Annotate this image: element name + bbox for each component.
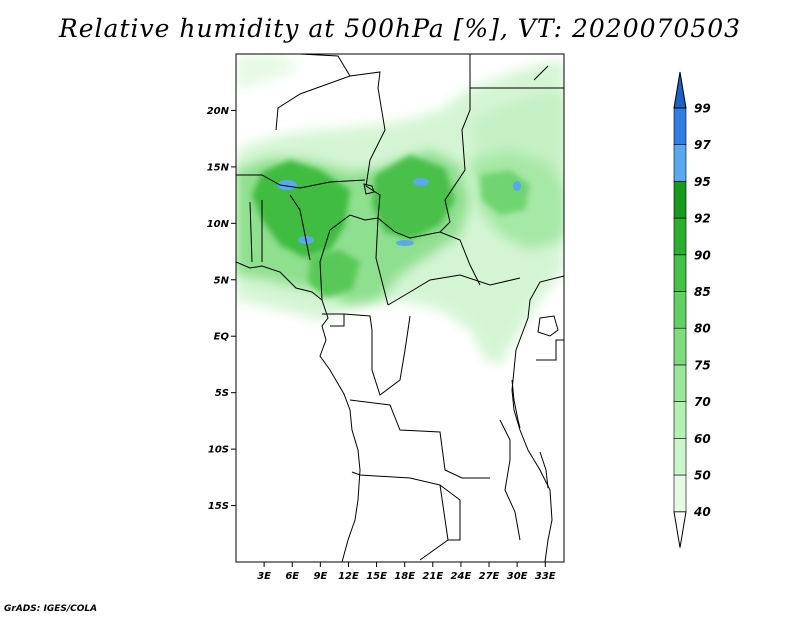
border xyxy=(322,313,345,327)
colorbar-box xyxy=(673,291,687,329)
colorbar-lower-triangle xyxy=(673,511,687,548)
lat-tick-label: 5S xyxy=(215,388,229,399)
colorbar: 40 50 60 70 75 80 85 90 92 95 97 99 xyxy=(673,71,711,548)
lake-tanganyika xyxy=(511,379,521,429)
lake-chad xyxy=(363,183,375,195)
colorbar-box xyxy=(673,254,687,292)
colorbar-box xyxy=(673,181,687,219)
border xyxy=(536,339,564,361)
humidity-peak xyxy=(513,181,521,191)
humidity-peak xyxy=(396,240,414,246)
lon-tick-label: 27E xyxy=(479,571,500,582)
lon-tick-label: 18E xyxy=(394,571,415,582)
lake-malawi xyxy=(539,451,549,489)
colorbar-label: 50 xyxy=(694,469,711,483)
lon-tick-label: 30E xyxy=(507,571,528,582)
border xyxy=(289,194,311,261)
colorbar-box xyxy=(673,364,687,402)
colorbar-box xyxy=(673,474,687,513)
border xyxy=(419,484,461,561)
colorbar-label: 97 xyxy=(694,138,711,152)
humidity-peak xyxy=(413,178,429,186)
lon-tick-label: 33E xyxy=(535,571,556,582)
colorbar-box xyxy=(673,327,687,366)
lat-tick-label: EQ xyxy=(214,332,230,343)
colorbar-label: 70 xyxy=(694,395,711,409)
lon-tick-label: 9E xyxy=(313,571,327,582)
colorbar-label: 85 xyxy=(694,285,711,299)
colorbar-box xyxy=(673,401,687,439)
border xyxy=(349,71,386,219)
lon-tick-label: 21E xyxy=(422,571,443,582)
lat-tick-label: 5N xyxy=(214,275,230,286)
colorbar-box xyxy=(673,437,687,476)
colorbar-label: 90 xyxy=(694,248,711,262)
humidity-core-west xyxy=(252,160,350,258)
humidity-peak xyxy=(277,180,297,190)
lat-tick-label: 10N xyxy=(207,219,230,230)
border xyxy=(439,54,471,233)
chart-title: Relative humidity at 500hPa [%], VT: 202… xyxy=(58,14,742,43)
colorbar-label: 99 xyxy=(694,102,711,116)
lon-tick-label: 12E xyxy=(338,571,359,582)
border xyxy=(499,419,521,541)
colorbar-label: 95 xyxy=(694,175,711,189)
lat-tick-label: 20N xyxy=(207,106,230,117)
lon-tick-label: 24E xyxy=(451,571,472,582)
lon-tick-label: 6E xyxy=(285,571,299,582)
border xyxy=(375,217,389,306)
colorbar-upper-triangle xyxy=(673,71,687,109)
colorbar-label: 60 xyxy=(694,432,711,446)
lon-tick-label: 3E xyxy=(257,571,271,582)
border xyxy=(349,399,490,479)
coastline xyxy=(511,275,564,562)
colorbar-box xyxy=(673,107,687,146)
lat-tick-label: 15N xyxy=(207,162,230,173)
coastline xyxy=(236,261,361,562)
border xyxy=(249,201,253,263)
colorbar-label: 75 xyxy=(694,358,711,372)
lat-tick-label: 10S xyxy=(208,445,229,456)
border xyxy=(275,54,351,131)
lon-tick-label: 15E xyxy=(366,571,387,582)
border xyxy=(236,174,366,189)
border xyxy=(319,229,331,301)
humidity-core-central xyxy=(372,155,455,240)
colorbar-label: 92 xyxy=(694,212,711,226)
humidity-field xyxy=(236,54,564,365)
credit-text: GrADS: IGES/COLA xyxy=(4,604,98,614)
border xyxy=(351,471,449,541)
border xyxy=(343,313,411,396)
colorbar-label: 80 xyxy=(694,322,711,336)
colorbar-box xyxy=(673,217,687,256)
colorbar-box xyxy=(673,144,687,182)
border xyxy=(387,274,521,306)
longitude-axis: 3E 6E 9E 12E 15E 18E 21E 24E 27E 30E 33E xyxy=(257,562,556,582)
map-outlines xyxy=(236,54,564,562)
map-frame xyxy=(235,53,565,563)
nile-corner xyxy=(533,65,549,81)
humidity-northeast xyxy=(236,54,300,90)
latitude-axis: 20N 15N 10N 5N EQ 5S 10S 15S xyxy=(207,106,236,512)
lake-victoria xyxy=(537,315,559,337)
lat-tick-label: 15S xyxy=(208,501,229,512)
colorbar-label: 40 xyxy=(693,505,711,519)
border xyxy=(329,214,481,286)
